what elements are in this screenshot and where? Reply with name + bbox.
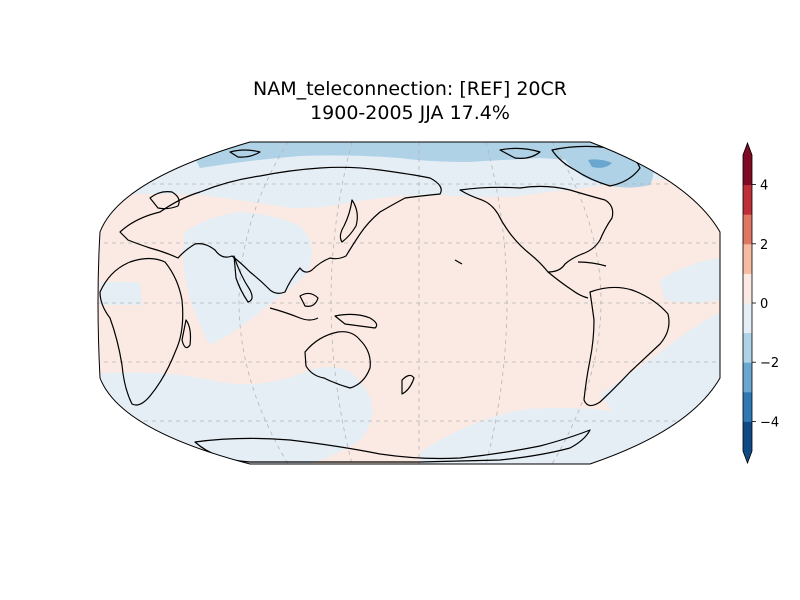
colorbar-tick-label: 2	[760, 238, 768, 253]
colorbar-segment	[743, 391, 752, 422]
colorbar-segment	[743, 184, 752, 215]
coast-sumatra-java	[269, 307, 319, 321]
colorbar-tick-label: −4	[760, 415, 779, 430]
colorbar-extend-min	[743, 451, 752, 463]
coast-eurasia	[119, 166, 442, 294]
coast-north-america	[459, 185, 614, 273]
field-negative-atlantic	[660, 258, 720, 303]
colorbar-segment	[743, 303, 752, 334]
coast-antarctica	[194, 429, 591, 463]
coast-central-america	[547, 271, 589, 299]
coast-svalbard	[229, 149, 261, 158]
coast-new-guinea	[334, 313, 378, 329]
coast-new-zealand	[401, 374, 415, 395]
map-title-line2: 1900-2005 JJA 17.4%	[310, 102, 510, 124]
colorbar-extend-max	[743, 143, 752, 155]
map-frame	[97, 141, 721, 465]
map-gridlines	[98, 142, 720, 464]
coast-australia	[304, 331, 371, 389]
coast-canadian-arctic	[499, 147, 541, 159]
gridline-lon-60w	[551, 142, 602, 464]
colorbar-segment	[743, 273, 752, 304]
colorbar-tick-label: −2	[760, 356, 779, 371]
coast-south-america	[583, 286, 670, 407]
coast-africa	[99, 257, 184, 406]
field-negative-asia	[183, 212, 312, 345]
colorbar-tick-label: 0	[760, 297, 768, 312]
coast-india	[233, 255, 253, 303]
colorbar-segment	[743, 155, 752, 186]
field-negative-east-pacific	[600, 300, 720, 420]
field-negative-strong	[588, 159, 612, 168]
colorbar-ticks: 4 2 0 −2 −4	[752, 179, 779, 430]
coast-japan	[339, 199, 358, 243]
field-negative-west-edge	[100, 282, 142, 305]
colorbar-segment	[743, 362, 752, 393]
gridline-lon-60e	[238, 142, 289, 464]
colorbar-outline	[742, 141, 753, 465]
colorbar-segment	[743, 421, 752, 452]
coast-scandinavia	[149, 191, 180, 210]
coast-borneo	[299, 292, 319, 307]
colorbar-segment	[743, 214, 752, 245]
coast-hawaii	[454, 259, 463, 265]
coast-caribbean	[577, 261, 607, 267]
map-title-line1: NAM_teleconnection: [REF] 20CR	[253, 78, 567, 100]
field-negative-moderate-arctic	[180, 142, 720, 176]
gridline-lon-120w	[485, 142, 508, 464]
gridline-lon-120e	[330, 142, 353, 464]
colorbar-segment	[743, 243, 752, 274]
colorbar-tick-label: 4	[760, 179, 768, 194]
colorbar-segment	[743, 332, 752, 363]
colorbar-segments	[742, 141, 753, 465]
coast-madagascar	[181, 319, 192, 349]
